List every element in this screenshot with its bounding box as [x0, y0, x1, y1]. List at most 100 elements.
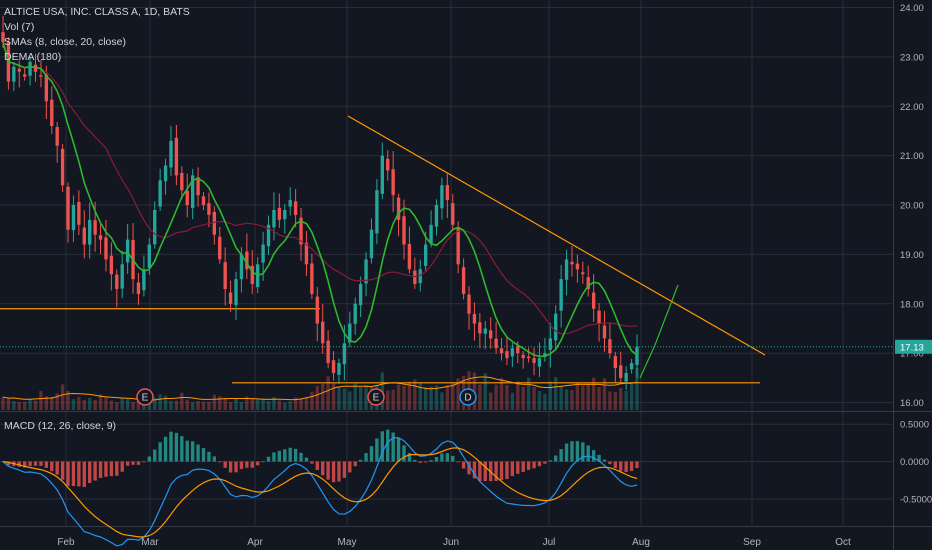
- candle-body: [272, 209, 276, 228]
- volume-bar: [17, 402, 21, 410]
- candle-body: [261, 244, 265, 263]
- volume-bar: [418, 383, 422, 410]
- macd-histogram-bar: [418, 461, 422, 463]
- macd-indicator-label[interactable]: MACD (12, 26, close, 9): [4, 420, 117, 432]
- earnings-marker-label: E: [373, 393, 380, 404]
- macd-histogram-bar: [288, 447, 292, 462]
- candle-body: [109, 255, 114, 275]
- volume-bar: [272, 397, 276, 410]
- volume-bar: [337, 387, 341, 410]
- macd-histogram-bar: [158, 442, 162, 462]
- price-axis-tick-label: 16.00: [900, 398, 924, 409]
- candle-body: [93, 220, 97, 235]
- volume-bar: [483, 373, 487, 410]
- volume-bar: [60, 384, 65, 410]
- macd-histogram-bar: [472, 461, 477, 479]
- dema-indicator-label[interactable]: DEMA (180): [4, 51, 62, 63]
- vol-indicator-label[interactable]: Vol (7): [4, 21, 35, 33]
- volume-bar: [526, 377, 531, 410]
- candle-body: [348, 323, 352, 343]
- sma-indicator-label[interactable]: SMAs (8, close, 20, close): [4, 36, 126, 48]
- macd-histogram-bar: [190, 441, 195, 462]
- volume-bar: [12, 401, 16, 410]
- macd-histogram-bar: [180, 436, 184, 462]
- candle-body: [88, 219, 92, 245]
- candle-body: [619, 365, 623, 378]
- candle-body: [218, 236, 222, 260]
- volume-bar: [624, 390, 628, 410]
- macd-histogram-bar: [386, 429, 390, 462]
- volume-bar: [169, 400, 173, 410]
- candle-body: [494, 338, 498, 349]
- candle-body: [12, 66, 16, 82]
- candle-body: [440, 185, 444, 209]
- macd-histogram-bar: [467, 461, 471, 475]
- candle-body: [212, 211, 217, 235]
- macd-histogram-bar: [581, 442, 585, 462]
- macd-histogram-bar: [6, 461, 11, 466]
- macd-histogram-bar: [71, 461, 76, 487]
- volume-bar: [82, 400, 86, 410]
- candle-body: [445, 185, 450, 201]
- macd-histogram-bar: [50, 461, 54, 472]
- macd-histogram-bar: [245, 461, 249, 468]
- candle-body: [337, 363, 341, 375]
- macd-axis-tick-label: -0.5000: [900, 494, 932, 505]
- macd-histogram-bar: [44, 461, 49, 468]
- volume-bar: [218, 396, 222, 410]
- macd-histogram-bar: [597, 454, 601, 462]
- volume-bar: [548, 381, 552, 410]
- volume-bar: [153, 397, 157, 410]
- candle-body: [597, 310, 601, 324]
- macd-histogram-bar: [234, 461, 238, 473]
- candle-body: [358, 284, 363, 306]
- macd-histogram-bar: [591, 450, 596, 462]
- x-axis-tick-label: May: [338, 537, 357, 548]
- macd-histogram-bar: [326, 461, 330, 480]
- volume-bar: [331, 383, 336, 410]
- candle-body: [293, 201, 298, 215]
- macd-histogram-bar: [55, 461, 59, 475]
- volume-bar: [321, 383, 325, 410]
- x-axis-tick-label: Jul: [543, 537, 556, 548]
- volume-bar: [125, 398, 130, 410]
- candle-body: [185, 190, 189, 206]
- volume-bar: [158, 394, 162, 410]
- macd-histogram-bar: [629, 461, 634, 471]
- candle-body: [158, 180, 162, 207]
- sma-20-line: [2, 41, 638, 335]
- candle-body: [266, 224, 271, 247]
- volume-bar: [261, 398, 265, 410]
- macd-histogram-bar: [125, 461, 130, 466]
- candle-body: [570, 261, 574, 265]
- volume-bar: [326, 376, 330, 410]
- macd-histogram-bar: [212, 456, 217, 462]
- candle-body: [364, 259, 368, 284]
- macd-histogram-bar: [478, 461, 482, 482]
- macd-histogram-bar: [434, 456, 439, 462]
- volume-bar: [613, 392, 618, 410]
- macd-histogram-bar: [337, 461, 341, 482]
- candle-body: [196, 177, 200, 196]
- macd-histogram-bar: [402, 445, 406, 462]
- volume-bar: [564, 389, 569, 410]
- volume-bar: [391, 389, 395, 410]
- volume-bar: [201, 401, 206, 410]
- macd-histogram-bar: [369, 446, 374, 462]
- macd-histogram-bar: [109, 461, 114, 477]
- candle-body: [147, 244, 151, 268]
- volume-bar: [619, 388, 623, 410]
- macd-histogram-bar: [559, 449, 563, 462]
- candle-body: [180, 172, 184, 191]
- macd-histogram-bar: [532, 461, 536, 469]
- volume-bar: [207, 401, 211, 410]
- candle-body: [326, 340, 330, 364]
- candle-body: [169, 140, 173, 168]
- volume-bar: [93, 399, 97, 410]
- candle-body: [234, 279, 238, 305]
- volume-bar: [147, 401, 151, 410]
- volume-bar: [554, 377, 558, 410]
- macd-histogram-bar: [331, 461, 336, 483]
- candle-body: [239, 254, 244, 280]
